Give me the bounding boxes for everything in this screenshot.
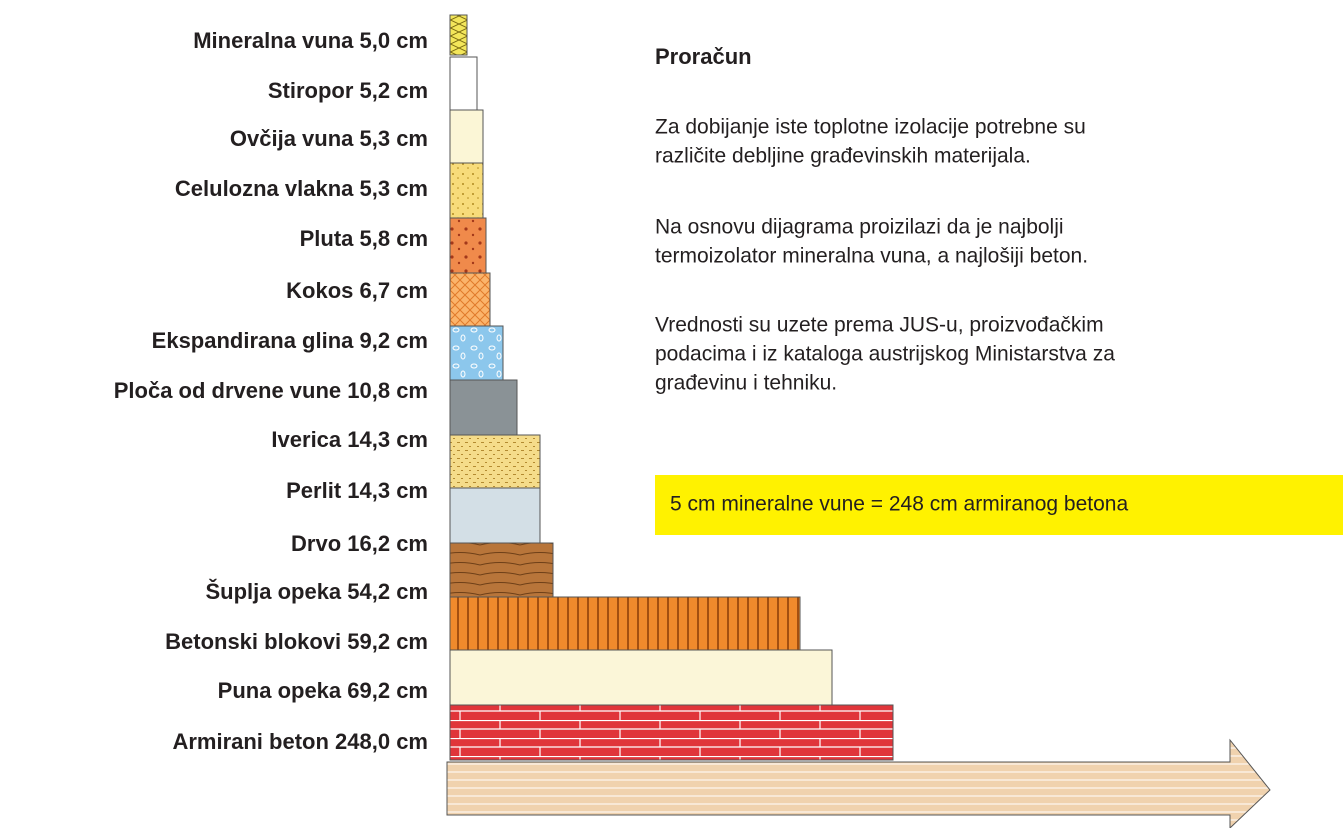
layer-label: Ekspandirana glina 9,2 cm	[152, 328, 428, 353]
layer-label: Armirani beton 248,0 cm	[172, 729, 428, 754]
paragraph-line: termoizolator mineralna vuna, a najlošij…	[655, 245, 1088, 268]
layer-label: Iverica 14,3 cm	[271, 427, 428, 452]
layer-bar	[449, 542, 554, 598]
layers	[446, 14, 1271, 828]
labels: Mineralna vuna 5,0 cm Stiropor 5,2 cm Ovči…	[114, 28, 428, 754]
layer-bar	[449, 434, 541, 489]
layer-label: Ploča od drvene vune 10,8 cm	[114, 378, 428, 403]
layer-label: Mineralna vuna 5,0 cm	[193, 28, 428, 53]
layer-bar	[449, 109, 484, 164]
layer-bar	[449, 704, 894, 761]
layer-bar	[449, 56, 478, 111]
layer-label: Kokos 6,7 cm	[286, 278, 428, 303]
layer-label: Ovčija vuna 5,3 cm	[230, 126, 428, 151]
layer-label: Perlit 14,3 cm	[286, 478, 428, 503]
paragraphs: Za dobijanje iste toplotne izolacije pot…	[655, 116, 1115, 395]
paragraph-line: različite debljine građevinskih materija…	[655, 145, 1031, 168]
layer-label: Puna opeka 69,2 cm	[218, 678, 428, 703]
layer-bar	[449, 14, 468, 56]
paragraph-line: podacima i iz kataloga austrijskog Minis…	[655, 343, 1115, 366]
layer-label: Betonski blokovi 59,2 cm	[165, 629, 428, 654]
arrow	[446, 738, 1271, 828]
paragraph-line: građevinu i tehniku.	[655, 372, 837, 395]
layer-bar	[449, 217, 487, 274]
paragraph-line: Na osnovu dijagrama proizilazi da je naj…	[655, 216, 1064, 239]
paragraph-line: Vrednosti su uzete prema JUS-u, proizvođ…	[655, 314, 1104, 337]
highlight-box	[655, 475, 1343, 535]
layer-bar	[449, 162, 484, 219]
layer-label: Celulozna vlakna 5,3 cm	[175, 176, 428, 201]
layer-label: Pluta 5,8 cm	[300, 226, 428, 251]
highlight-text: 5 cm mineralne vune = 248 cm armiranog b…	[670, 493, 1128, 516]
layer-bar	[449, 272, 491, 327]
layer-bar	[449, 649, 833, 706]
layer-bar	[449, 325, 504, 381]
layer-bar	[449, 596, 801, 651]
panel-title: Proračun	[655, 44, 752, 69]
paragraph-line: Za dobijanje iste toplotne izolacije pot…	[655, 116, 1086, 139]
layer-bar	[449, 487, 541, 544]
layer-label: Šuplja opeka 54,2 cm	[205, 579, 428, 604]
layer-label: Drvo 16,2 cm	[291, 531, 428, 556]
layer-bar	[449, 379, 518, 436]
layer-label: Stiropor 5,2 cm	[268, 78, 428, 103]
